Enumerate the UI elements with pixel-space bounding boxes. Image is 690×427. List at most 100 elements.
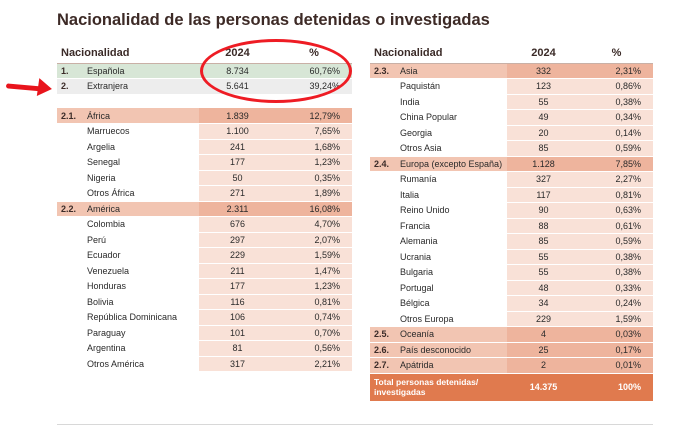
row-pct: 0,38% [580, 264, 653, 281]
row-count: 1.128 [507, 156, 580, 172]
row-pct: 2,27% [580, 171, 653, 188]
row-count: 81 [199, 340, 276, 357]
row-name: Otros África [83, 185, 199, 202]
row-name: Nigeria [83, 170, 199, 186]
row-code [370, 202, 396, 219]
row-code [57, 356, 83, 372]
table-row: Alemania 85 0,59% [370, 233, 653, 250]
row-pct: 0,17% [580, 342, 653, 358]
row-code: 2.1. [57, 108, 83, 124]
row-count: 211 [199, 263, 276, 279]
row-pct: 60,76% [276, 63, 352, 79]
right-header-row: Nacionalidad 2024 % [370, 44, 653, 64]
row-code [57, 278, 83, 295]
row-name: Argelia [83, 139, 199, 155]
row-name: Alemania [396, 233, 507, 250]
row-name: Apátrida [396, 357, 507, 374]
table-row: Italia 117 0,81% [370, 187, 653, 203]
table-row: Otros Europa 229 1,59% [370, 311, 653, 327]
row-code [370, 187, 396, 203]
table-row: Georgia 20 0,14% [370, 125, 653, 141]
row-count: 49 [507, 109, 580, 126]
row-name: Bolivia [83, 294, 199, 310]
row-count: 241 [199, 139, 276, 155]
row-name: India [396, 94, 507, 110]
group-header-row: 2.6. País desconocido 25 0,17% [370, 342, 653, 358]
group-header-row: 2.7. Apátrida 2 0,01% [370, 357, 653, 374]
row-count: 85 [507, 140, 580, 157]
group-header-row: 2.3. Asia 332 2,31% [370, 63, 653, 79]
row-name: Asia [396, 63, 507, 79]
header-year: 2024 [199, 44, 276, 64]
row-count: 55 [507, 264, 580, 281]
row-code [57, 232, 83, 248]
row-pct: 1,23% [276, 154, 352, 171]
table-row: Rumanía 327 2,27% [370, 171, 653, 188]
row-count: 85 [507, 233, 580, 250]
row-pct: 2,21% [276, 356, 352, 372]
row-code [370, 94, 396, 110]
row-pct: 1,59% [276, 247, 352, 264]
row-name: Otros América [83, 356, 199, 372]
red-arrow-head-icon [36, 78, 54, 98]
row-pct: 0,34% [580, 109, 653, 126]
row-count: 117 [507, 187, 580, 203]
header-year: 2024 [507, 44, 580, 64]
table-row: Ucrania 55 0,38% [370, 249, 653, 265]
row-code [57, 170, 83, 186]
row-name: Senegal [83, 154, 199, 171]
row-pct: 0,38% [580, 249, 653, 265]
row-name: Otros Asia [396, 140, 507, 157]
row-code: 1. [57, 63, 83, 79]
row-pct: 0,59% [580, 233, 653, 250]
row-count: 676 [199, 216, 276, 233]
row-count: 55 [507, 249, 580, 265]
row-code [370, 233, 396, 250]
row-name: Perú [83, 232, 199, 248]
row-pct: 0,01% [580, 357, 653, 374]
row-code [57, 340, 83, 357]
row-count: 177 [199, 154, 276, 171]
row-pct: 0,03% [580, 326, 653, 343]
row-pct: 0,70% [276, 325, 352, 341]
row-count: 177 [199, 278, 276, 295]
row-pct: 0,81% [580, 187, 653, 203]
row-name: Rumanía [396, 171, 507, 188]
row-name: Venezuela [83, 263, 199, 279]
row-code: 2.4. [370, 156, 396, 172]
row-pct: 7,65% [276, 123, 352, 140]
row-count: 327 [507, 171, 580, 188]
row-name: Otros Europa [396, 311, 507, 327]
row-code [57, 325, 83, 341]
row-code [57, 309, 83, 326]
table-row: República Dominicana 106 0,74% [57, 309, 352, 326]
row-name: Oceanía [396, 326, 507, 343]
row-name: Bélgica [396, 295, 507, 312]
row-name: Bulgaria [396, 264, 507, 281]
right-breakdown-table: Nacionalidad 2024 % 2.3. Asia 332 2,31% Paqu… [370, 44, 653, 402]
row-code [370, 125, 396, 141]
total-count: 14.375 [507, 373, 580, 402]
table-row: Colombia 676 4,70% [57, 216, 352, 233]
row-pct: 0,38% [580, 94, 653, 110]
table-row: Otros Asia 85 0,59% [370, 140, 653, 157]
row-pct: 0,24% [580, 295, 653, 312]
table-row-espanola: 1. Española 8.734 60,76% [57, 63, 352, 79]
row-pct: 0,86% [580, 78, 653, 95]
row-code: 2.5. [370, 326, 396, 343]
row-name: Extranjera [83, 78, 199, 95]
row-count: 90 [507, 202, 580, 219]
table-row: Honduras 177 1,23% [57, 278, 352, 295]
table-row: Ecuador 229 1,59% [57, 247, 352, 264]
row-count: 317 [199, 356, 276, 372]
row-count: 8.734 [199, 63, 276, 79]
table-row: Nigeria 50 0,35% [57, 170, 352, 186]
row-name: Francia [396, 218, 507, 234]
bottom-divider [57, 424, 653, 425]
row-pct: 0,63% [580, 202, 653, 219]
page-title: Nacionalidad de las personas detenidas o… [57, 11, 490, 29]
table-row: Argentina 81 0,56% [57, 340, 352, 357]
table-row: Francia 88 0,61% [370, 218, 653, 234]
row-code [370, 249, 396, 265]
row-count: 271 [199, 185, 276, 202]
